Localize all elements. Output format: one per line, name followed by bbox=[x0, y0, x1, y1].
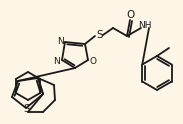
Text: NH: NH bbox=[138, 21, 152, 31]
Text: S: S bbox=[24, 104, 30, 114]
Text: N: N bbox=[58, 36, 64, 46]
Text: O: O bbox=[127, 10, 135, 20]
Text: N: N bbox=[54, 57, 60, 65]
Text: O: O bbox=[89, 57, 96, 65]
Text: S: S bbox=[97, 30, 103, 40]
